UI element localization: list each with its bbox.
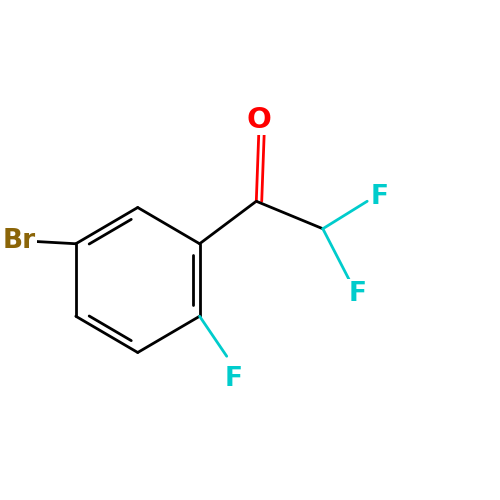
Text: F: F [225,366,243,392]
Text: F: F [370,184,388,210]
Text: O: O [246,106,271,134]
Text: Br: Br [2,228,35,254]
Text: F: F [348,281,366,307]
